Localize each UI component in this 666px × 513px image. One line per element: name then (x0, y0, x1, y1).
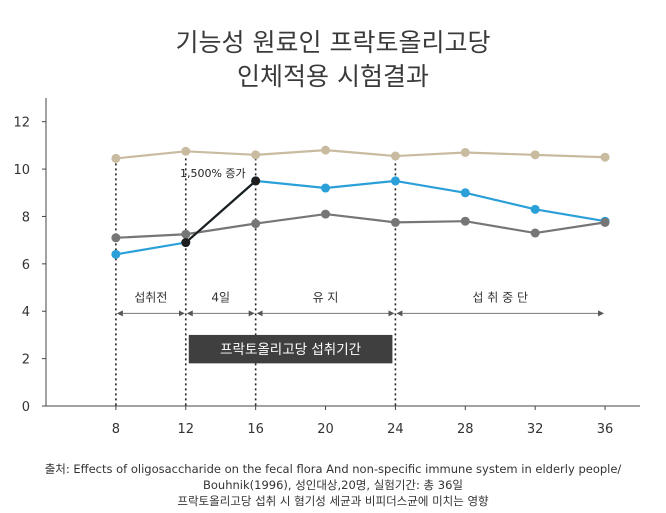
series-point (600, 152, 610, 162)
series-point (251, 219, 261, 229)
source-description: 프락토올리고당 섭취 시 혐기성 세균과 비피더스균에 미치는 영향 (177, 494, 489, 508)
x-tick-label: 20 (317, 422, 334, 437)
chart-title-line1: 기능성 원료인 프락토올리고당 (175, 28, 491, 57)
segment-label: 섭 취 중 단 (472, 290, 528, 304)
series-point (181, 146, 191, 156)
x-tick-label: 28 (457, 422, 474, 437)
chart-title-line2: 인체적용 시험결과 (237, 62, 429, 91)
series-point (390, 217, 400, 227)
x-tick-label: 8 (112, 422, 120, 437)
series-point (530, 150, 540, 160)
intake-period-bar (188, 334, 393, 364)
source-citation: 출처: Effects of oligosaccharide on the fe… (44, 462, 622, 476)
series-point (390, 151, 400, 161)
series-point (181, 229, 191, 239)
series-point (530, 228, 540, 238)
segment-label: 4일 (211, 290, 230, 304)
series-point (460, 216, 470, 226)
series-point (321, 145, 331, 155)
series-point (251, 150, 261, 160)
segment-label: 유 지 (313, 290, 339, 304)
x-tick-label: 24 (387, 422, 404, 437)
y-tick-label: 0 (22, 400, 30, 415)
series-point (321, 183, 331, 193)
intake-period-label: 프락토올리고당 섭취기간 (220, 342, 361, 358)
segment-label: 섭취전 (134, 290, 167, 304)
series-point (321, 209, 331, 219)
y-tick-label: 10 (13, 163, 30, 178)
series-point (460, 188, 470, 198)
highlight-line (185, 180, 257, 244)
highlight-point (181, 238, 191, 248)
series-line (115, 149, 606, 160)
series-point (600, 217, 610, 227)
y-tick-label: 12 (13, 116, 30, 131)
y-tick-label: 2 (22, 353, 30, 368)
series-point (111, 233, 121, 243)
highlight-point (251, 176, 261, 186)
x-tick-label: 16 (247, 422, 264, 437)
y-tick-label: 6 (22, 258, 30, 273)
x-tick-label: 12 (177, 422, 194, 437)
source-details: Bouhnik(1996), 성인대상,20명, 실험기간: 총 36일 (203, 478, 463, 492)
x-tick-label: 32 (527, 422, 544, 437)
series-point (390, 176, 400, 186)
x-tick-label: 36 (597, 422, 614, 437)
y-tick-label: 8 (22, 210, 30, 225)
series-point (111, 249, 121, 259)
y-tick-label: 4 (22, 305, 30, 320)
series-point (530, 204, 540, 214)
series-point (460, 147, 470, 157)
increase-annotation: 1,500% 증가 (180, 167, 246, 180)
series-point (111, 153, 121, 163)
